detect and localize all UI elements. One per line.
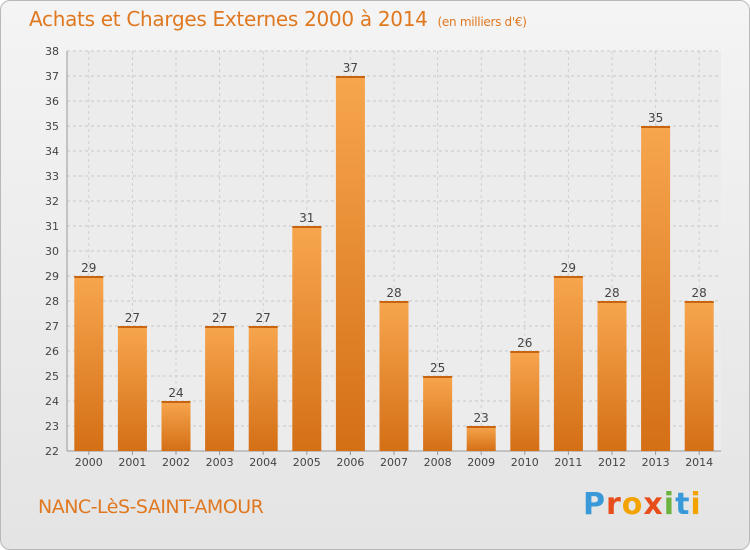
data-label: 27 xyxy=(256,311,271,325)
data-label: 24 xyxy=(168,386,183,400)
bar xyxy=(684,301,714,451)
y-tick-label: 23 xyxy=(45,420,59,433)
y-tick-label: 24 xyxy=(45,395,59,408)
x-tick-label: 2000 xyxy=(75,456,103,469)
x-tick-label: 2007 xyxy=(380,456,408,469)
x-tick-label: 2010 xyxy=(511,456,539,469)
x-tick-label: 2009 xyxy=(467,456,495,469)
bar-top-edge xyxy=(641,126,671,128)
bar xyxy=(466,426,496,451)
x-tick-label: 2008 xyxy=(424,456,452,469)
bar xyxy=(553,276,583,451)
commune-name: NANC-LèS-SAINT-AMOUR xyxy=(38,496,264,518)
bar-top-edge xyxy=(161,401,191,403)
bar xyxy=(74,276,104,451)
proxiti-logo: Proxiti xyxy=(583,487,702,522)
x-tick-label: 2001 xyxy=(118,456,146,469)
x-tick-label: 2002 xyxy=(162,456,190,469)
x-tick-label: 2006 xyxy=(336,456,364,469)
bar xyxy=(641,126,671,451)
y-tick-label: 34 xyxy=(45,145,59,158)
x-tick-label: 2011 xyxy=(554,456,582,469)
data-label: 26 xyxy=(517,336,532,350)
data-label: 35 xyxy=(648,111,663,125)
bar xyxy=(117,326,147,451)
y-tick-label: 25 xyxy=(45,370,59,383)
y-tick-label: 37 xyxy=(45,70,59,83)
y-tick-label: 38 xyxy=(45,45,59,58)
chart-unit: (en milliers d'€) xyxy=(437,15,527,29)
chart-title-text: Achats et Charges Externes 2000 à 2014 xyxy=(29,7,428,31)
bar-top-edge xyxy=(248,326,278,328)
y-tick-label: 33 xyxy=(45,170,59,183)
y-tick-label: 35 xyxy=(45,120,59,133)
y-tick-label: 29 xyxy=(45,270,59,283)
x-tick-label: 2014 xyxy=(685,456,713,469)
bar-top-edge xyxy=(335,76,365,78)
data-label: 27 xyxy=(212,311,227,325)
bar-top-edge xyxy=(117,326,147,328)
y-tick-label: 26 xyxy=(45,345,59,358)
bar xyxy=(205,326,235,451)
bar-top-edge xyxy=(292,226,322,228)
chart-title: Achats et Charges Externes 2000 à 2014 (e… xyxy=(29,7,527,31)
bar-top-edge xyxy=(553,276,583,278)
bar xyxy=(379,301,409,451)
data-label: 29 xyxy=(81,261,96,275)
bar-top-edge xyxy=(74,276,104,278)
y-tick-label: 22 xyxy=(45,445,59,458)
y-tick-label: 27 xyxy=(45,320,59,333)
bar-top-edge xyxy=(205,326,235,328)
x-tick-label: 2003 xyxy=(206,456,234,469)
data-label: 23 xyxy=(474,411,489,425)
bar xyxy=(423,376,453,451)
y-tick-label: 36 xyxy=(45,95,59,108)
bar-top-edge xyxy=(510,351,540,353)
data-label: 37 xyxy=(343,61,358,75)
x-tick-label: 2005 xyxy=(293,456,321,469)
x-tick-label: 2012 xyxy=(598,456,626,469)
data-label: 25 xyxy=(430,361,445,375)
bar-top-edge xyxy=(684,301,714,303)
bar xyxy=(510,351,540,451)
data-label: 28 xyxy=(386,286,401,300)
data-label: 29 xyxy=(561,261,576,275)
x-tick-label: 2013 xyxy=(642,456,670,469)
y-tick-label: 28 xyxy=(45,295,59,308)
data-label: 28 xyxy=(604,286,619,300)
y-tick-label: 31 xyxy=(45,220,59,233)
data-label: 31 xyxy=(299,211,314,225)
bar xyxy=(248,326,278,451)
bar xyxy=(335,76,365,451)
bar xyxy=(597,301,627,451)
bar-top-edge xyxy=(597,301,627,303)
bar-top-edge xyxy=(423,376,453,378)
bar-top-edge xyxy=(379,301,409,303)
x-tick-label: 2004 xyxy=(249,456,277,469)
data-label: 28 xyxy=(692,286,707,300)
y-tick-label: 32 xyxy=(45,195,59,208)
bar xyxy=(292,226,322,451)
bar xyxy=(161,401,191,451)
bar-top-edge xyxy=(466,426,496,428)
y-tick-label: 30 xyxy=(45,245,59,258)
data-label: 27 xyxy=(125,311,140,325)
